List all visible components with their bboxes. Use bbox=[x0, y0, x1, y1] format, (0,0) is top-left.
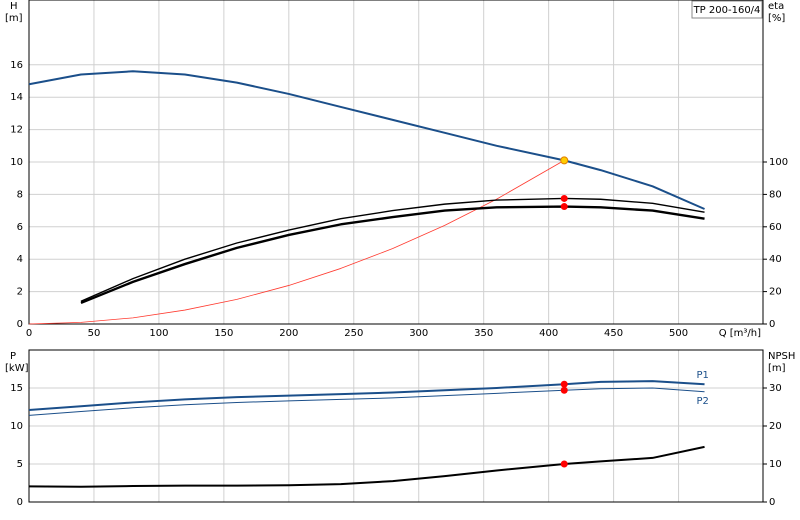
y2-axis-label: NPSH bbox=[768, 351, 795, 362]
y-tick-label: 0 bbox=[17, 319, 23, 330]
y-tick-label: 10 bbox=[10, 157, 23, 168]
x-tick-label: 400 bbox=[539, 328, 558, 339]
x-axis-label: Q [m³/h] bbox=[719, 328, 761, 339]
x-tick-label: 0 bbox=[26, 328, 32, 339]
x-tick-label: 50 bbox=[88, 328, 101, 339]
x-tick-label: 250 bbox=[344, 328, 363, 339]
y-tick-label: 10 bbox=[10, 421, 23, 432]
y2-tick-label: 100 bbox=[769, 157, 788, 168]
series-label: P1 bbox=[697, 370, 709, 381]
y-axis-label: P bbox=[10, 351, 16, 362]
y2-tick-label: 20 bbox=[769, 421, 782, 432]
y-axis-unit: [kW] bbox=[5, 363, 29, 374]
operating-point bbox=[560, 460, 568, 468]
operating-point bbox=[560, 194, 568, 202]
y-tick-label: 12 bbox=[10, 125, 23, 136]
operating-point bbox=[560, 156, 569, 165]
x-tick-label: 450 bbox=[604, 328, 623, 339]
y-tick-label: 0 bbox=[17, 497, 23, 508]
y2-axis-label: eta bbox=[768, 1, 784, 12]
series-line bbox=[28, 380, 705, 412]
y2-tick-label: 30 bbox=[769, 383, 782, 394]
y2-tick-label: 10 bbox=[769, 459, 782, 470]
y2-tick-label: 60 bbox=[769, 222, 782, 233]
y2-tick-label: 40 bbox=[769, 254, 782, 265]
series-line bbox=[28, 445, 705, 488]
x-tick-label: 100 bbox=[149, 328, 168, 339]
y2-tick-label: 80 bbox=[769, 189, 782, 200]
plot-frame bbox=[28, 0, 764, 325]
y-tick-label: 2 bbox=[17, 287, 23, 298]
series-line bbox=[28, 160, 565, 325]
x-tick-label: 350 bbox=[474, 328, 493, 339]
series-line bbox=[80, 205, 705, 305]
y-tick-label: 15 bbox=[10, 383, 23, 394]
y-axis-label: H bbox=[10, 1, 18, 12]
y-tick-label: 16 bbox=[10, 60, 23, 71]
y-tick-label: 14 bbox=[10, 92, 23, 103]
series-label: P2 bbox=[697, 396, 709, 407]
operating-point bbox=[560, 380, 568, 388]
y-tick-label: 4 bbox=[17, 254, 23, 265]
x-tick-label: 500 bbox=[669, 328, 688, 339]
chart-title: TP 200-160/4 bbox=[693, 5, 761, 16]
series-line bbox=[80, 197, 705, 302]
y-tick-label: 8 bbox=[17, 189, 23, 200]
y-tick-label: 5 bbox=[17, 459, 23, 470]
operating-point bbox=[560, 203, 568, 211]
y-tick-label: 6 bbox=[17, 222, 23, 233]
y2-tick-label: 20 bbox=[769, 287, 782, 298]
x-tick-label: 300 bbox=[409, 328, 428, 339]
title-box bbox=[691, 0, 763, 19]
series-line bbox=[28, 70, 705, 210]
series-line bbox=[28, 387, 705, 416]
y-axis-unit: [m] bbox=[5, 13, 23, 24]
x-tick-label: 200 bbox=[279, 328, 298, 339]
y2-axis-unit: [%] bbox=[768, 13, 785, 24]
plot-frame bbox=[28, 349, 764, 503]
y2-tick-label: 0 bbox=[769, 497, 775, 508]
y2-tick-label: 0 bbox=[769, 319, 775, 330]
x-tick-label: 150 bbox=[214, 328, 233, 339]
operating-point bbox=[560, 386, 568, 394]
y2-axis-unit: [m] bbox=[768, 363, 786, 374]
